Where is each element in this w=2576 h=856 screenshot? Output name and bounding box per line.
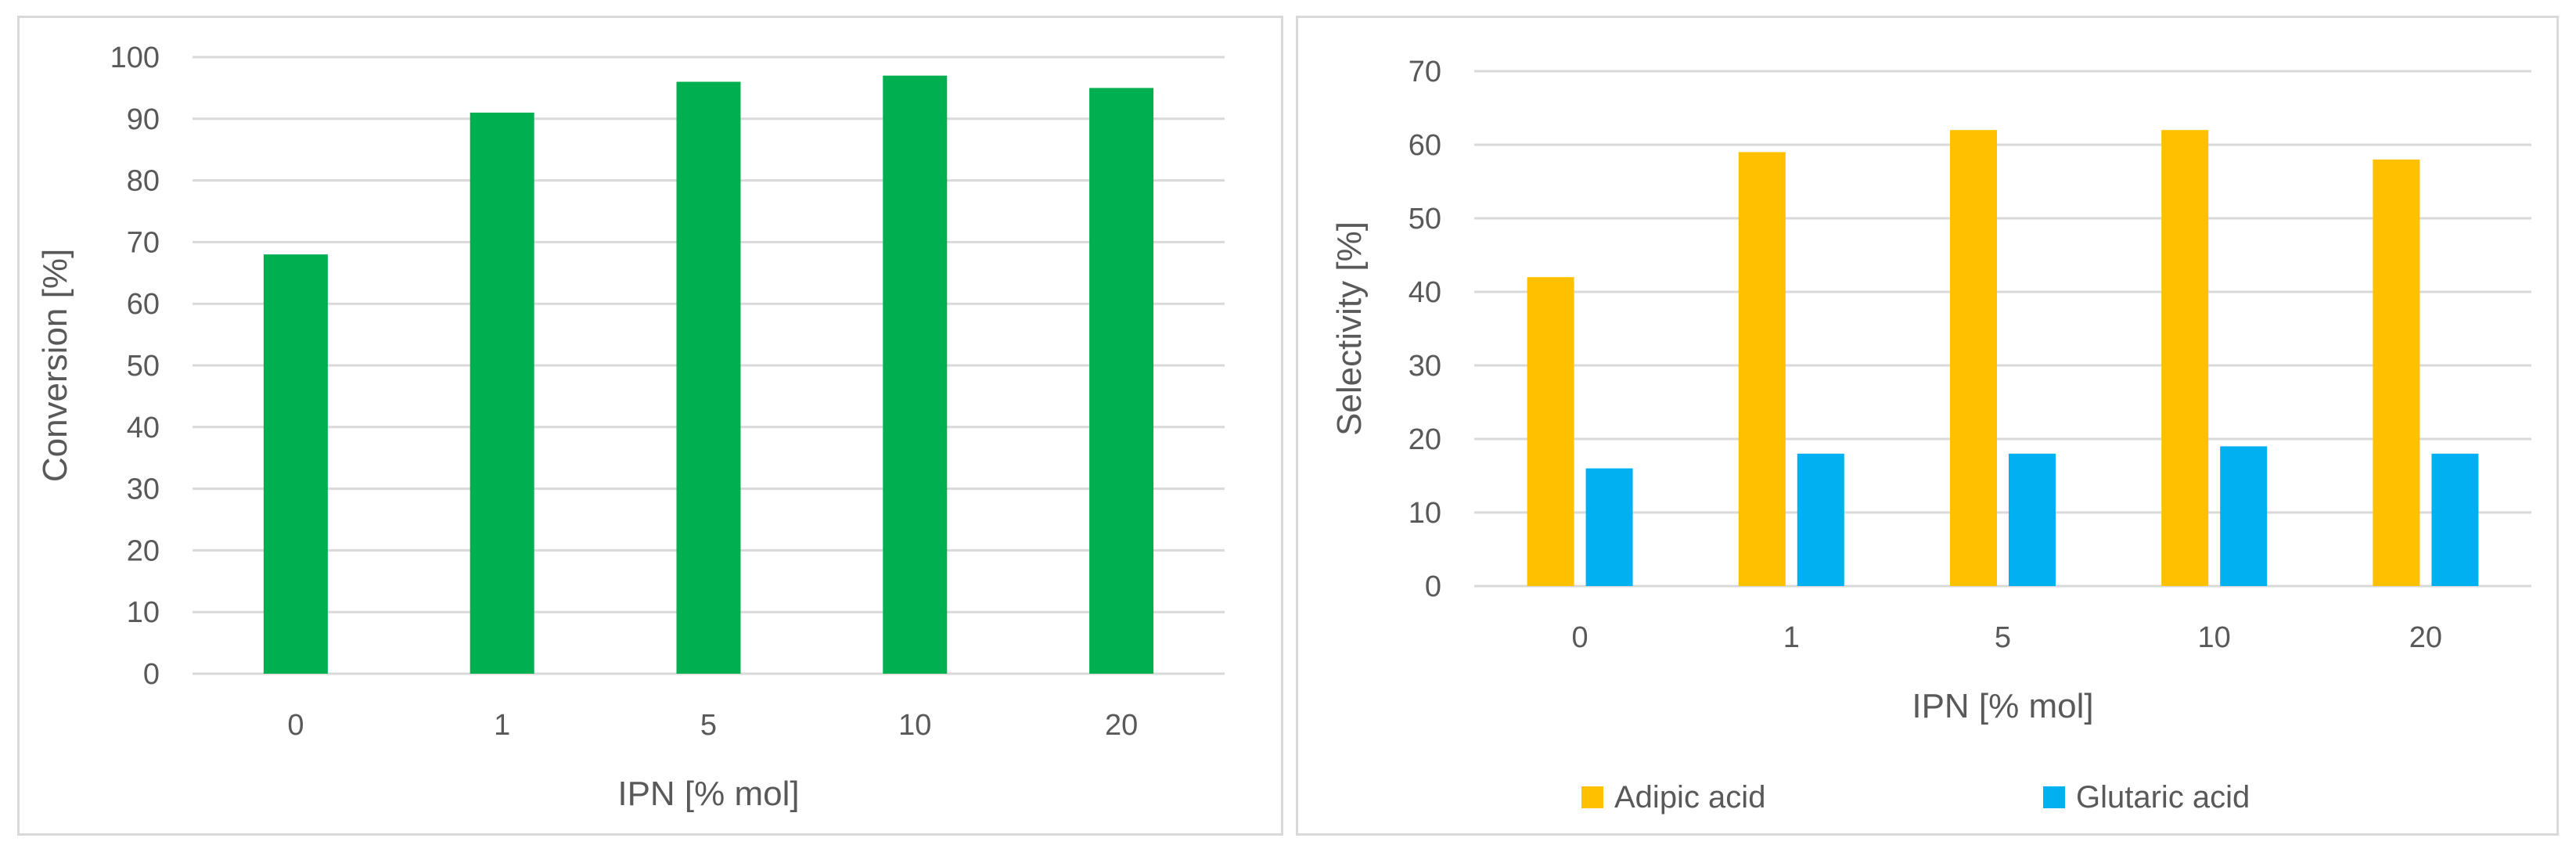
- y-tick-label: 90: [127, 103, 160, 136]
- y-tick-label: 70: [127, 226, 160, 259]
- y-tick-label: 0: [143, 658, 160, 691]
- y-tick-label: 20: [1409, 423, 1441, 456]
- selectivity-chart: 0 10 20 30 40 50 60 70 0 1 5 10 20 IPN [% mol] Selecti…: [1330, 56, 2531, 815]
- bar: [1089, 88, 1154, 674]
- bar: [2161, 130, 2209, 586]
- y-tick-label: 40: [1409, 276, 1441, 309]
- y-tick-label: 50: [127, 350, 160, 383]
- x-tick-label: 0: [287, 709, 304, 742]
- legend-label: Glutaric acid: [2076, 780, 2250, 815]
- bar: [2431, 453, 2479, 586]
- conversion-chart-panel: 0 10 20 30 40 50 60 70 80 90 100 0 1 5 10 20 IPN [% mol]…: [17, 16, 1283, 836]
- bar: [2009, 453, 2056, 586]
- y-tick-label: 50: [1409, 203, 1441, 236]
- x-tick-label: 10: [2198, 621, 2231, 654]
- bar: [676, 81, 741, 674]
- y-tick-label: 60: [1409, 129, 1441, 162]
- x-tick-label: 20: [1105, 709, 1138, 742]
- x-tick-label: 20: [2409, 621, 2442, 654]
- y-axis-title: Selectivity [%]: [1330, 221, 1369, 436]
- bar: [263, 254, 328, 674]
- y-tick-label: 10: [1409, 497, 1441, 530]
- bar: [1738, 152, 1786, 586]
- bar: [1585, 468, 1633, 586]
- bar: [2373, 159, 2420, 587]
- x-axis-title: IPN [% mol]: [1912, 687, 2093, 725]
- y-tick-label: 20: [127, 534, 160, 567]
- x-tick-label: 1: [1783, 621, 1800, 654]
- y-tick-label: 70: [1409, 56, 1441, 88]
- y-tick-label: 40: [127, 412, 160, 444]
- x-tick-label: 0: [1572, 621, 1588, 654]
- y-tick-label: 30: [1409, 350, 1441, 383]
- y-tick-label: 60: [127, 288, 160, 321]
- bar: [1950, 130, 1997, 586]
- y-tick-label: 80: [127, 165, 160, 198]
- y-tick-label: 30: [127, 473, 160, 506]
- x-axis-title: IPN [% mol]: [617, 775, 799, 813]
- bar: [1797, 453, 1844, 586]
- bar: [1527, 277, 1574, 586]
- y-axis-title: Conversion [%]: [36, 249, 74, 482]
- selectivity-chart-panel: 0 10 20 30 40 50 60 70 0 1 5 10 20 IPN [% mol] Selecti…: [1296, 16, 2559, 836]
- x-tick-label: 10: [898, 709, 931, 742]
- y-tick-label: 0: [1425, 570, 1441, 603]
- x-tick-label: 1: [494, 709, 510, 742]
- x-tick-label: 5: [1995, 621, 2011, 654]
- legend-label: Adipic acid: [1614, 780, 1765, 815]
- conversion-chart: 0 10 20 30 40 50 60 70 80 90 100 0 1 5 10 20 IPN [% mol]…: [36, 41, 1225, 813]
- y-tick-label: 100: [110, 41, 160, 74]
- bar: [2220, 446, 2268, 586]
- x-tick-label: 5: [700, 709, 717, 742]
- bar: [883, 75, 948, 674]
- bar: [470, 112, 534, 674]
- y-tick-label: 10: [127, 596, 160, 629]
- legend-swatch: [2043, 786, 2065, 808]
- legend-swatch: [1581, 786, 1603, 808]
